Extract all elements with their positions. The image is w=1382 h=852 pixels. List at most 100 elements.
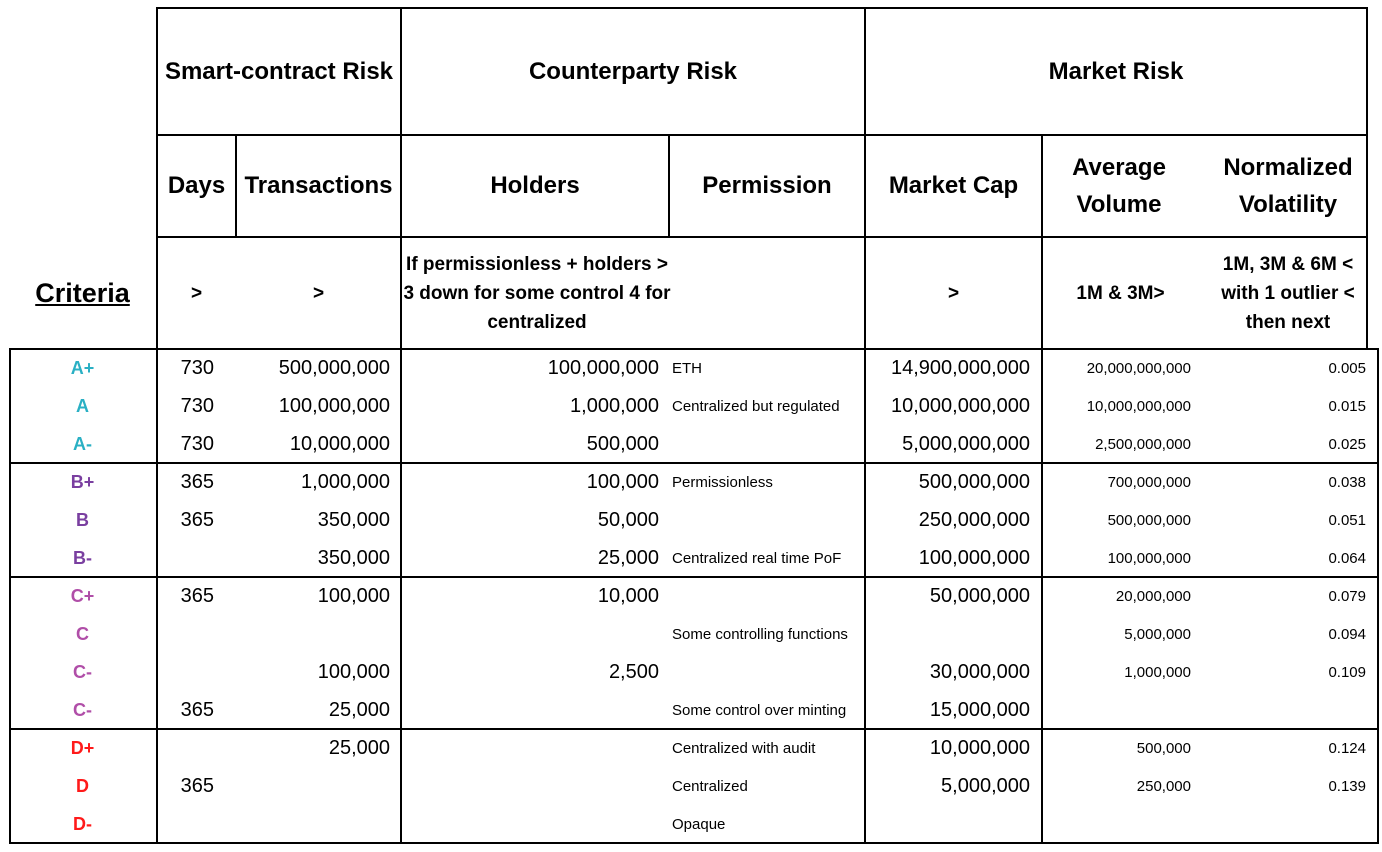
days-cell: 365 — [180, 774, 214, 797]
grid-line — [1366, 7, 1368, 348]
days-cell — [158, 729, 214, 767]
days-cell: 365 — [180, 584, 214, 607]
grid-line — [400, 7, 402, 844]
transactions-cell: 100,000 — [317, 584, 390, 607]
column-header-average-volume: Average Volume — [1072, 154, 1166, 218]
market-cap-cell — [866, 805, 1030, 843]
volatility-cell: 0.094 — [1328, 625, 1366, 643]
holders-cell: 25,000 — [597, 546, 659, 569]
days-cell: 730 — [180, 432, 214, 455]
permission-cell — [672, 653, 862, 691]
criteria-transactions: > — [312, 282, 325, 304]
header-smart-contract-risk: Smart-contract Risk — [164, 57, 394, 85]
grid-line — [9, 576, 1379, 578]
holders-cell: 500,000 — [586, 432, 659, 455]
transactions-cell: 25,000 — [328, 736, 390, 759]
holders-cell: 1,000,000 — [570, 394, 659, 417]
days-cell: 365 — [180, 698, 214, 721]
market-cap-cell: 50,000,000 — [929, 584, 1030, 607]
transactions-cell — [237, 767, 390, 805]
grid-line — [668, 134, 670, 238]
average-volume-cell: 500,000 — [1136, 739, 1191, 757]
criteria-label: Criteria — [35, 277, 130, 308]
header-counterparty-risk: Counterparty Risk — [528, 57, 738, 85]
days-cell — [158, 805, 214, 843]
holders-cell: 2,500 — [608, 660, 659, 683]
market-cap-cell: 5,000,000,000 — [902, 432, 1030, 455]
market-cap-cell: 10,000,000,000 — [890, 394, 1030, 417]
market-cap-cell: 5,000,000 — [941, 774, 1030, 797]
permission-cell: Centralized but regulated — [672, 397, 840, 415]
transactions-cell — [237, 615, 390, 653]
average-volume-cell: 10,000,000,000 — [1086, 397, 1191, 415]
market-cap-cell: 10,000,000 — [929, 736, 1030, 759]
grade-cell: B+ — [70, 471, 95, 492]
average-volume-cell: 20,000,000,000 — [1086, 359, 1191, 377]
transactions-cell: 1,000,000 — [301, 470, 390, 493]
holders-cell — [402, 691, 659, 729]
volatility-cell — [1200, 805, 1366, 843]
volatility-cell: 0.139 — [1328, 777, 1366, 795]
holders-cell — [402, 767, 659, 805]
criteria-market-cap: > — [947, 282, 960, 304]
grid-line — [1041, 134, 1043, 844]
transactions-cell: 350,000 — [317, 546, 390, 569]
holders-cell: 100,000 — [586, 470, 659, 493]
grid-line — [9, 728, 1379, 730]
market-cap-cell: 30,000,000 — [929, 660, 1030, 683]
column-header-permission: Permission — [702, 172, 832, 199]
grid-line — [156, 7, 1366, 9]
permission-cell: Opaque — [672, 815, 726, 833]
grade-cell: A- — [73, 433, 92, 454]
grade-cell: D- — [73, 813, 92, 834]
volatility-cell: 0.124 — [1328, 739, 1366, 757]
transactions-cell: 25,000 — [328, 698, 390, 721]
permission-cell — [672, 577, 862, 615]
grade-cell: C- — [73, 699, 92, 720]
average-volume-cell: 1,000,000 — [1124, 663, 1191, 681]
holders-cell — [402, 729, 659, 767]
header-market-risk: Market Risk — [1048, 57, 1184, 85]
market-cap-cell: 14,900,000,000 — [890, 356, 1030, 379]
grid-line — [235, 134, 237, 238]
days-cell: 730 — [180, 356, 214, 379]
volatility-cell — [1200, 691, 1366, 729]
grid-line — [9, 348, 1379, 350]
volatility-cell: 0.109 — [1328, 663, 1366, 681]
criteria-average-volume: 1M & 3M> — [1076, 282, 1165, 304]
average-volume-cell: 2,500,000,000 — [1095, 435, 1191, 453]
days-cell — [158, 539, 214, 577]
volatility-cell: 0.015 — [1328, 397, 1366, 415]
transactions-cell: 10,000,000 — [289, 432, 390, 455]
holders-cell: 10,000 — [597, 584, 659, 607]
grid-line — [156, 7, 158, 844]
grid-line — [156, 236, 1366, 238]
average-volume-cell: 700,000,000 — [1107, 473, 1191, 491]
grade-cell: C- — [73, 661, 92, 682]
holders-cell: 100,000,000 — [547, 356, 659, 379]
permission-cell — [672, 425, 862, 463]
market-cap-cell: 250,000,000 — [918, 508, 1030, 531]
grade-cell: D+ — [70, 737, 95, 758]
holders-cell: 50,000 — [597, 508, 659, 531]
grid-line — [1377, 348, 1379, 844]
transactions-cell: 350,000 — [317, 508, 390, 531]
volatility-cell: 0.064 — [1328, 549, 1366, 567]
volatility-cell: 0.051 — [1328, 511, 1366, 529]
grade-cell: B- — [73, 547, 92, 568]
days-cell: 365 — [180, 470, 214, 493]
grid-line — [9, 462, 1379, 464]
grade-cell: C+ — [70, 585, 95, 606]
average-volume-cell: 100,000,000 — [1107, 549, 1191, 567]
grade-cell: A — [76, 395, 89, 416]
criteria-volatility: 1M, 3M & 6M < with 1 outlier < then next — [1221, 253, 1355, 333]
permission-cell — [672, 501, 862, 539]
permission-cell: Permissionless — [672, 473, 773, 491]
column-header-holders: Holders — [490, 172, 580, 199]
grade-cell: A+ — [70, 357, 95, 378]
average-volume-cell: 5,000,000 — [1124, 625, 1191, 643]
permission-cell: Centralized with audit — [672, 739, 816, 757]
volatility-cell: 0.038 — [1328, 473, 1366, 491]
column-header-transactions: Transactions — [244, 172, 393, 199]
